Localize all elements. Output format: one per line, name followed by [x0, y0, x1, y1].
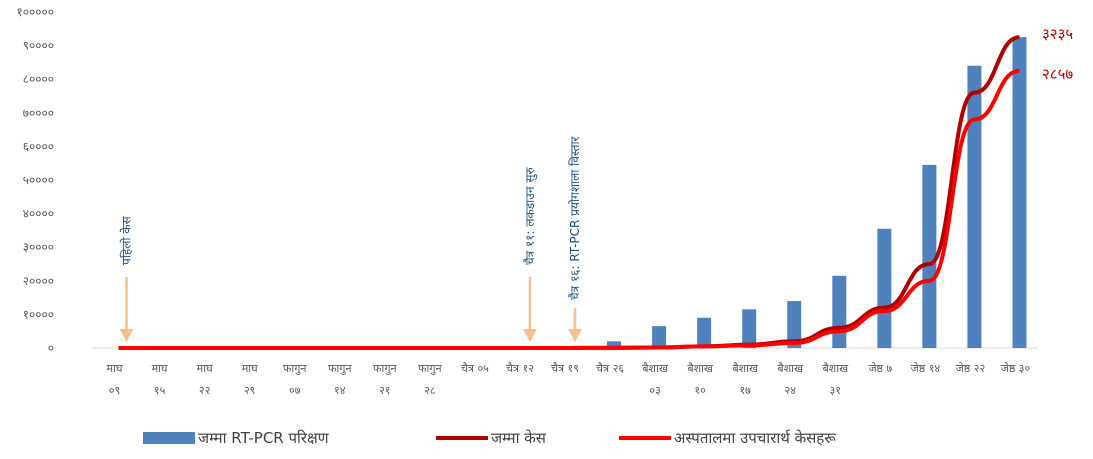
bar [697, 317, 712, 348]
annotation-label: चैत्र ११: लकडाउन सुरु [523, 167, 538, 265]
bar [967, 65, 982, 348]
y-tick-label: २०००० [23, 274, 54, 288]
y-tick-label: ३०००० [23, 240, 54, 254]
hospitalized-line [118, 68, 1020, 350]
line-series [118, 35, 1020, 350]
bar [922, 164, 937, 348]
x-tick-sublabel: २८ [424, 384, 436, 397]
x-tick-label: फागुन [328, 362, 353, 375]
legend-label: जम्मा RT-PCR परिक्षण [198, 429, 330, 447]
x-tick-label: माघ [107, 362, 123, 375]
x-tick-sublabel: १७ [739, 384, 751, 397]
legend: जम्मा RT-PCR परिक्षण जम्मा केस अस्पतालमा उ… [143, 429, 836, 447]
x-tick-label: फागुन [418, 362, 443, 375]
x-tick-label: बैशाख [777, 362, 804, 375]
annotation-arrow-head [568, 329, 582, 342]
annotation-arrow-head [522, 329, 537, 342]
x-tick-label: जेष्ठ ७ [868, 362, 892, 375]
x-tick-label: माघ [152, 362, 168, 375]
x-tick-label: माघ [242, 362, 258, 375]
x-tick-label: माघ [197, 362, 213, 375]
x-tick-label: जेष्ठ १४ [911, 362, 941, 375]
bar [832, 275, 847, 348]
x-tick-label: बैशाख [687, 362, 714, 375]
bar [742, 309, 757, 348]
bar [607, 341, 622, 348]
x-tick-sublabel: २४ [785, 384, 797, 397]
x-tick-sublabel: ०९ [109, 384, 120, 397]
end-labels: ३२३५ २८५७ [1042, 25, 1073, 83]
x-tick-label: फागुन [283, 362, 308, 375]
annotation-label: चैत्र १६: RT-PCR प्रयोगशाला विस्तार [568, 135, 582, 300]
x-tick-label: चैत्र ०५ [461, 362, 489, 375]
x-tick-label: बैशाख [642, 362, 669, 375]
bar [787, 300, 802, 348]
x-tick-sublabel: १४ [334, 384, 346, 397]
x-tick-label: फागुन [373, 362, 398, 375]
x-tick-sublabel: २९ [244, 384, 255, 397]
x-axis-ticks: माघ ०९ माघ १५ माघ २२ माघ २९ फागुन ०७ फागुन १४ फागुन २… [107, 362, 1031, 397]
y-tick-label: ५०००० [23, 173, 54, 187]
y-tick-label: १००००० [17, 5, 54, 19]
x-tick-sublabel: २१ [379, 384, 390, 397]
x-tick-sublabel: २२ [199, 384, 210, 397]
x-tick-sublabel: ३१ [830, 384, 841, 397]
x-tick-label: चैत्र २६ [596, 362, 624, 375]
y-axis-ticks: ० १०००० २०००० ३०००० ४०००० ५०००० ६०००० ७०००० ८०००… [17, 5, 54, 355]
end-value-label: ३२३५ [1042, 25, 1073, 43]
legend-label: जम्मा केस [491, 429, 547, 447]
bar [1012, 37, 1027, 348]
x-tick-label: बैशाख [822, 362, 849, 375]
legend-swatch [143, 432, 195, 444]
x-tick-sublabel: ०३ [649, 384, 660, 397]
x-tick-label: जेष्ठ २२ [956, 362, 986, 375]
x-tick-sublabel: ०७ [289, 384, 301, 397]
y-tick-label: ८०००० [23, 72, 54, 86]
annotation-label: पहिलो केस [120, 215, 134, 265]
y-tick-label: ९०००० [23, 39, 54, 53]
bar [652, 326, 667, 348]
x-tick-sublabel: १० [694, 384, 706, 397]
annotations: पहिलो केस चैत्र ११: लकडाउन सुरु चैत्र १६: … [120, 135, 582, 342]
y-tick-label: ६०००० [23, 139, 54, 153]
y-tick-label: १०००० [23, 307, 54, 321]
x-tick-label: बैशाख [732, 362, 759, 375]
x-tick-sublabel: १५ [154, 384, 166, 397]
legend-label: अस्पतालमा उपचारार्थ केसहरू [674, 429, 836, 447]
annotation-arrow-head [119, 329, 134, 342]
y-tick-label: ४०००० [23, 207, 54, 221]
bar-series [562, 37, 1027, 348]
x-tick-label: चैत्र १९ [551, 362, 579, 375]
y-tick-label: ७०००० [23, 106, 54, 120]
end-value-label: २८५७ [1042, 65, 1073, 83]
x-tick-label: चैत्र १२ [506, 362, 534, 375]
y-tick-label: ० [48, 341, 54, 355]
x-tick-label: जेष्ठ ३० [1001, 362, 1031, 375]
bar [877, 228, 892, 348]
